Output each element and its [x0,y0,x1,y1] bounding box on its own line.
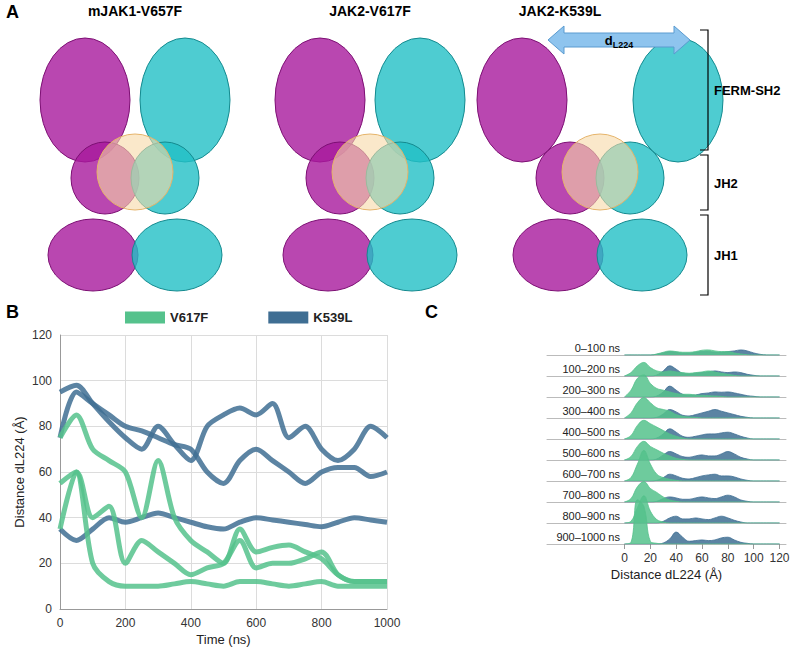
svg-text:Distance dL224 (Å): Distance dL224 (Å) [611,567,722,582]
svg-text:100: 100 [744,551,764,565]
svg-text:C: C [425,302,438,322]
svg-text:100–200 ns: 100–200 ns [563,363,621,375]
svg-text:0–100 ns: 0–100 ns [575,342,621,354]
svg-text:Distance dL224 (Å): Distance dL224 (Å) [12,416,27,527]
svg-text:0: 0 [57,616,64,630]
svg-text:60: 60 [695,551,709,565]
svg-text:800: 800 [312,616,332,630]
svg-text:300–400 ns: 300–400 ns [563,405,621,417]
svg-text:1000: 1000 [374,616,401,630]
svg-text:80: 80 [721,551,735,565]
svg-text:JAK2-V617F: JAK2-V617F [329,3,411,19]
svg-text:20: 20 [644,551,658,565]
svg-text:60: 60 [39,465,53,479]
svg-text:K539L: K539L [313,310,352,325]
svg-text:FERM-SH2: FERM-SH2 [714,83,780,98]
svg-text:400: 400 [181,616,201,630]
svg-text:100: 100 [32,374,52,388]
svg-text:120: 120 [32,328,52,342]
svg-text:V617F: V617F [170,310,208,325]
svg-text:700–800 ns: 700–800 ns [563,489,621,501]
svg-text:120: 120 [770,551,790,565]
svg-text:JH2: JH2 [714,176,738,191]
svg-text:900–1000 ns: 900–1000 ns [556,531,620,543]
svg-text:JAK2-K539L: JAK2-K539L [519,3,602,19]
svg-text:40: 40 [39,511,53,525]
svg-text:40: 40 [670,551,684,565]
svg-text:200–300 ns: 200–300 ns [563,384,621,396]
svg-text:80: 80 [39,419,53,433]
svg-text:600: 600 [246,616,266,630]
svg-text:0: 0 [45,602,52,616]
svg-text:dL224: dL224 [605,33,633,50]
svg-text:200: 200 [115,616,135,630]
svg-text:0: 0 [621,551,628,565]
svg-text:500–600 ns: 500–600 ns [563,447,621,459]
svg-text:B: B [6,302,19,322]
svg-text:Time (ns): Time (ns) [196,632,250,647]
svg-text:400–500 ns: 400–500 ns [563,426,621,438]
svg-text:800–900 ns: 800–900 ns [563,510,621,522]
svg-text:A: A [6,2,19,22]
svg-text:20: 20 [39,556,53,570]
svg-text:JH1: JH1 [714,248,738,263]
svg-text:600–700 ns: 600–700 ns [563,468,621,480]
svg-text:mJAK1-V657F: mJAK1-V657F [88,3,183,19]
